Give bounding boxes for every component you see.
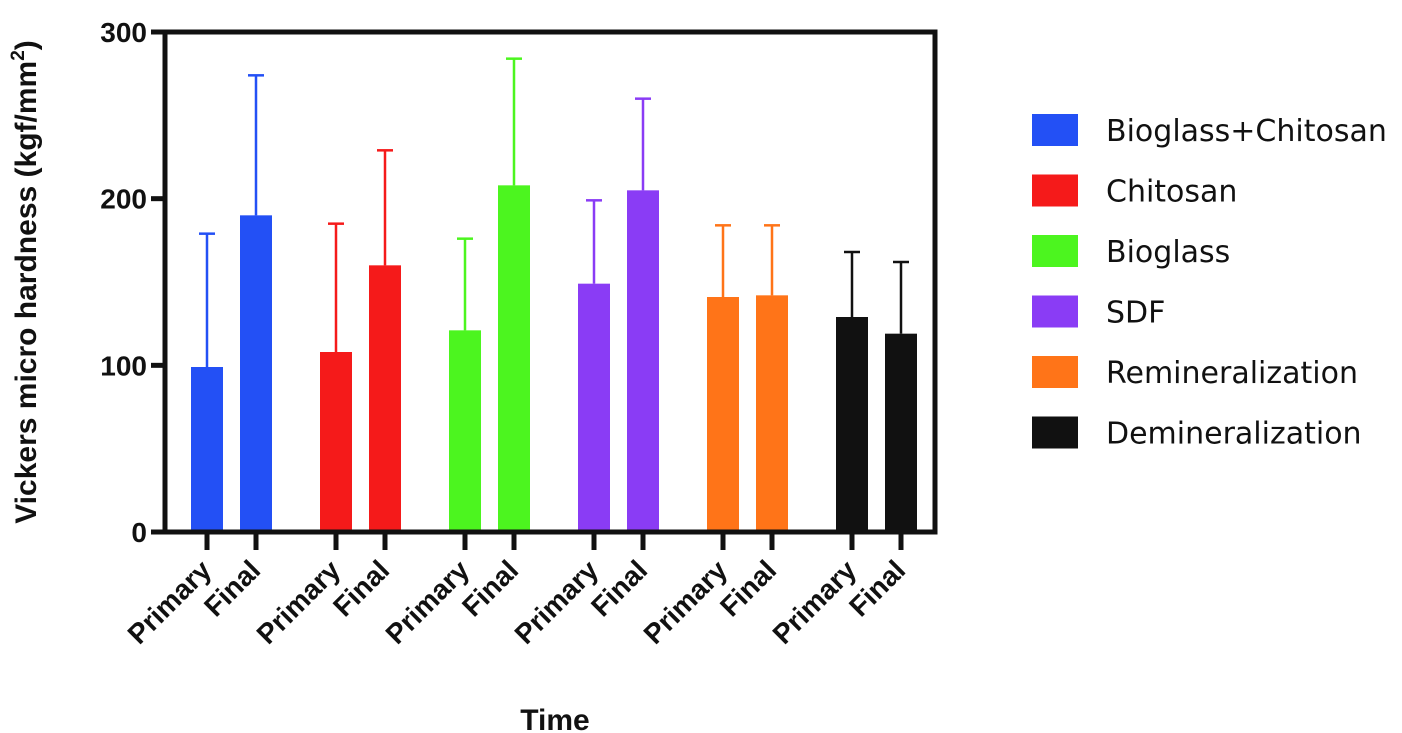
y-axis-title-close: ) — [10, 40, 43, 50]
y-tick-label: 100 — [100, 350, 147, 381]
legend-label: Demineralization — [1106, 417, 1362, 452]
x-tick-label: Final — [456, 554, 524, 622]
x-tick-label: Final — [843, 554, 911, 622]
bar — [885, 333, 917, 532]
legend-swatch — [1032, 416, 1078, 449]
y-axis-ticks: 0 100 200 300 — [100, 17, 165, 548]
y-tick-label: 200 — [100, 184, 147, 215]
x-tick-label: Final — [714, 554, 782, 622]
x-tick-label: Final — [327, 554, 395, 622]
x-tick-label: Final — [198, 554, 266, 622]
y-axis-title-main: Vickers micro hardness (kgf/mm — [10, 61, 43, 524]
bar — [191, 367, 223, 532]
bar — [449, 330, 481, 532]
legend-swatch — [1032, 235, 1078, 267]
y-axis-title: Vickers micro hardness (kgf/mm2) — [8, 40, 43, 524]
bar — [578, 283, 610, 532]
y-tick-label: 300 — [100, 17, 147, 48]
x-tick-label: Final — [585, 554, 653, 622]
x-axis-title: Time — [520, 704, 589, 733]
plot-frame — [162, 29, 938, 535]
bar — [240, 215, 272, 533]
legend: Bioglass+Chitosan Chitosan Bioglass SDF Remi… — [1032, 114, 1387, 452]
bar — [756, 295, 788, 532]
y-tick-label: 0 — [131, 517, 147, 548]
y-axis-title-superscript: 2 — [8, 50, 29, 61]
legend-label: Bioglass+Chitosan — [1106, 114, 1387, 149]
bars-layer — [191, 57, 917, 533]
legend-swatch — [1032, 114, 1078, 146]
legend-label: Chitosan — [1106, 175, 1237, 210]
legend-label: SDF — [1106, 296, 1165, 331]
bar — [498, 185, 530, 533]
bar — [707, 297, 739, 532]
legend-swatch — [1032, 356, 1078, 388]
bar — [320, 352, 352, 532]
legend-swatch — [1032, 295, 1078, 328]
bar — [369, 265, 401, 532]
legend-label: Remineralization — [1106, 356, 1358, 391]
bar — [627, 190, 659, 533]
axes-layer — [162, 29, 938, 535]
x-axis-ticks: PrimaryFinalPrimaryFinalPrimaryFinalPrim… — [122, 532, 911, 650]
legend-label: Bioglass — [1106, 235, 1230, 270]
bar — [836, 317, 868, 532]
legend-swatch — [1032, 174, 1078, 207]
